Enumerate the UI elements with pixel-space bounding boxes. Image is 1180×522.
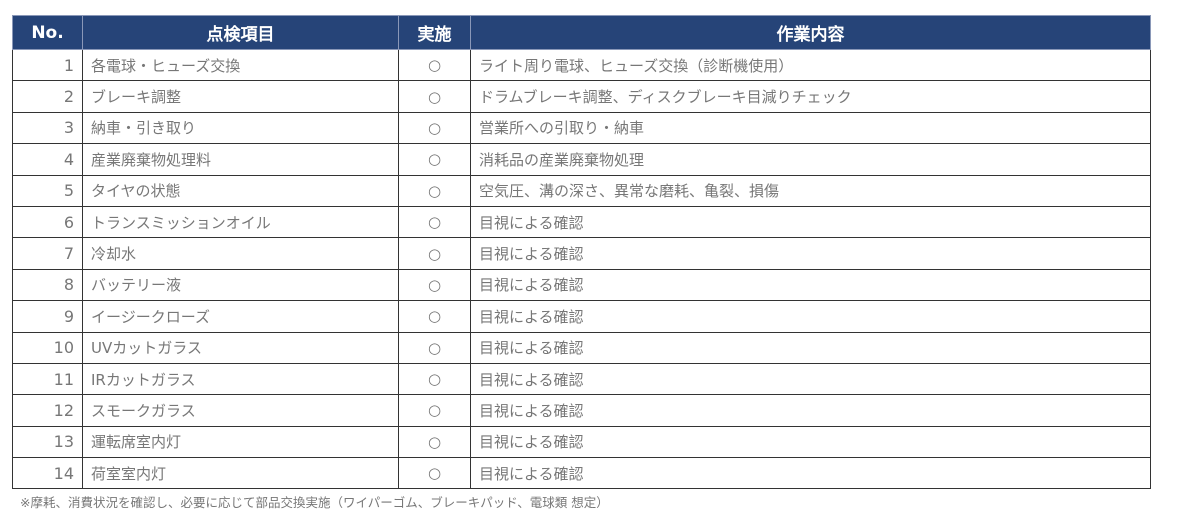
cell-item: タイヤの状態 <box>82 174 399 207</box>
cell-work: ドラムブレーキ調整、ディスクブレーキ目減りチェック <box>470 80 1151 113</box>
cell-item: バッテリー液 <box>82 268 399 302</box>
table-row: 4 産業廃棄物処理料 ○ 消耗品の産業廃棄物処理 <box>12 143 1151 176</box>
cell-no: 11 <box>12 362 83 396</box>
cell-item: スモークガラス <box>82 394 399 427</box>
table-row: 12 スモークガラス ○ 目視による確認 <box>12 394 1151 427</box>
cell-done: ○ <box>398 48 471 82</box>
header-no: No. <box>12 15 83 50</box>
table-row: 10 UVカットガラス ○ 目視による確認 <box>12 331 1151 364</box>
table-row: 1 各電球・ヒューズ交換 ○ ライト周り電球、ヒューズ交換（診断機使用） <box>12 48 1151 82</box>
cell-no: 2 <box>12 80 83 113</box>
cell-work: 目視による確認 <box>470 268 1151 302</box>
table-header: No. 点検項目 実施 作業内容 <box>12 15 1151 50</box>
table-row: 8 バッテリー液 ○ 目視による確認 <box>12 268 1151 302</box>
cell-done: ○ <box>398 394 471 427</box>
table-row: 13 運転席室内灯 ○ 目視による確認 <box>12 425 1151 459</box>
cell-no: 10 <box>12 331 83 364</box>
cell-work: 目視による確認 <box>470 457 1151 490</box>
cell-no: 3 <box>12 111 83 145</box>
cell-done: ○ <box>398 457 471 490</box>
cell-work: 営業所への引取り・納車 <box>470 111 1151 145</box>
cell-item: 納車・引き取り <box>82 111 399 145</box>
cell-work: 空気圧、溝の深さ、異常な磨耗、亀裂、損傷 <box>470 174 1151 207</box>
header-item: 点検項目 <box>82 15 399 50</box>
cell-no: 8 <box>12 268 83 302</box>
cell-no: 4 <box>12 143 83 176</box>
inspection-table: No. 点検項目 実施 作業内容 1 各電球・ヒューズ交換 ○ ライト周り電球、ヒュー… <box>12 15 1151 490</box>
cell-no: 5 <box>12 174 83 207</box>
cell-work: 消耗品の産業廃棄物処理 <box>470 143 1151 176</box>
cell-done: ○ <box>398 143 471 176</box>
cell-no: 6 <box>12 205 83 239</box>
cell-work: 目視による確認 <box>470 394 1151 427</box>
cell-no: 9 <box>12 300 83 333</box>
cell-done: ○ <box>398 331 471 364</box>
table-row: 7 冷却水 ○ 目視による確認 <box>12 237 1151 270</box>
cell-no: 14 <box>12 457 83 490</box>
table-row: 14 荷室室内灯 ○ 目視による確認 <box>12 457 1151 490</box>
header-work: 作業内容 <box>470 15 1151 50</box>
cell-item: 冷却水 <box>82 237 399 270</box>
table-row: 9 イージークローズ ○ 目視による確認 <box>12 300 1151 333</box>
cell-item: 産業廃棄物処理料 <box>82 143 399 176</box>
cell-item: 運転席室内灯 <box>82 425 399 459</box>
cell-work: 目視による確認 <box>470 300 1151 333</box>
cell-no: 13 <box>12 425 83 459</box>
cell-item: 各電球・ヒューズ交換 <box>82 48 399 82</box>
cell-done: ○ <box>398 268 471 302</box>
cell-work: 目視による確認 <box>470 425 1151 459</box>
cell-work: 目視による確認 <box>470 205 1151 239</box>
cell-done: ○ <box>398 174 471 207</box>
cell-item: UVカットガラス <box>82 331 399 364</box>
cell-work: 目視による確認 <box>470 237 1151 270</box>
table-row: 6 トランスミッションオイル ○ 目視による確認 <box>12 205 1151 239</box>
table-row: 3 納車・引き取り ○ 営業所への引取り・納車 <box>12 111 1151 145</box>
cell-done: ○ <box>398 425 471 459</box>
cell-item: ブレーキ調整 <box>82 80 399 113</box>
cell-done: ○ <box>398 205 471 239</box>
cell-done: ○ <box>398 111 471 145</box>
table-row: 11 IRカットガラス ○ 目視による確認 <box>12 362 1151 396</box>
cell-no: 7 <box>12 237 83 270</box>
cell-done: ○ <box>398 300 471 333</box>
footnote: ※摩耗、消費状況を確認し、必要に応じて部品交換実施（ワイパーゴム、ブレーキパッド… <box>20 495 609 510</box>
cell-no: 12 <box>12 394 83 427</box>
cell-done: ○ <box>398 362 471 396</box>
cell-work: 目視による確認 <box>470 362 1151 396</box>
cell-item: イージークローズ <box>82 300 399 333</box>
cell-no: 1 <box>12 48 83 82</box>
cell-work: 目視による確認 <box>470 331 1151 364</box>
cell-done: ○ <box>398 237 471 270</box>
cell-item: トランスミッションオイル <box>82 205 399 239</box>
cell-item: 荷室室内灯 <box>82 457 399 490</box>
cell-item: IRカットガラス <box>82 362 399 396</box>
table-row: 2 ブレーキ調整 ○ ドラムブレーキ調整、ディスクブレーキ目減りチェック <box>12 80 1151 113</box>
cell-work: ライト周り電球、ヒューズ交換（診断機使用） <box>470 48 1151 82</box>
header-done: 実施 <box>398 15 471 50</box>
cell-done: ○ <box>398 80 471 113</box>
table-row: 5 タイヤの状態 ○ 空気圧、溝の深さ、異常な磨耗、亀裂、損傷 <box>12 174 1151 207</box>
